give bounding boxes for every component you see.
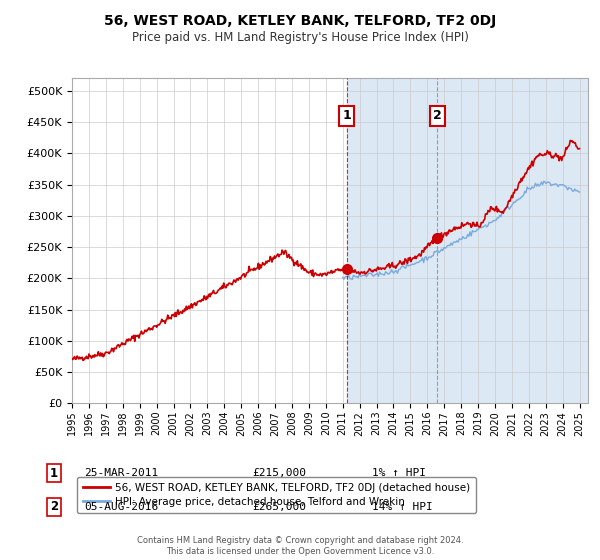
Legend: 56, WEST ROAD, KETLEY BANK, TELFORD, TF2 0DJ (detached house), HPI: Average pric: 56, WEST ROAD, KETLEY BANK, TELFORD, TF2… [77, 477, 476, 514]
Text: 2: 2 [50, 500, 58, 514]
Text: 14% ↑ HPI: 14% ↑ HPI [372, 502, 433, 512]
Text: 05-AUG-2016: 05-AUG-2016 [84, 502, 158, 512]
Text: 1: 1 [342, 109, 351, 123]
Text: £215,000: £215,000 [252, 468, 306, 478]
Text: £265,000: £265,000 [252, 502, 306, 512]
Text: 2: 2 [433, 109, 442, 123]
Text: 56, WEST ROAD, KETLEY BANK, TELFORD, TF2 0DJ: 56, WEST ROAD, KETLEY BANK, TELFORD, TF2… [104, 14, 496, 28]
Bar [347, 78, 600, 403]
Text: Contains HM Land Registry data © Crown copyright and database right 2024.
This d: Contains HM Land Registry data © Crown c… [137, 536, 463, 556]
Text: 1: 1 [50, 466, 58, 480]
Text: 1% ↑ HPI: 1% ↑ HPI [372, 468, 426, 478]
Text: Price paid vs. HM Land Registry's House Price Index (HPI): Price paid vs. HM Land Registry's House … [131, 31, 469, 44]
Text: 25-MAR-2011: 25-MAR-2011 [84, 468, 158, 478]
